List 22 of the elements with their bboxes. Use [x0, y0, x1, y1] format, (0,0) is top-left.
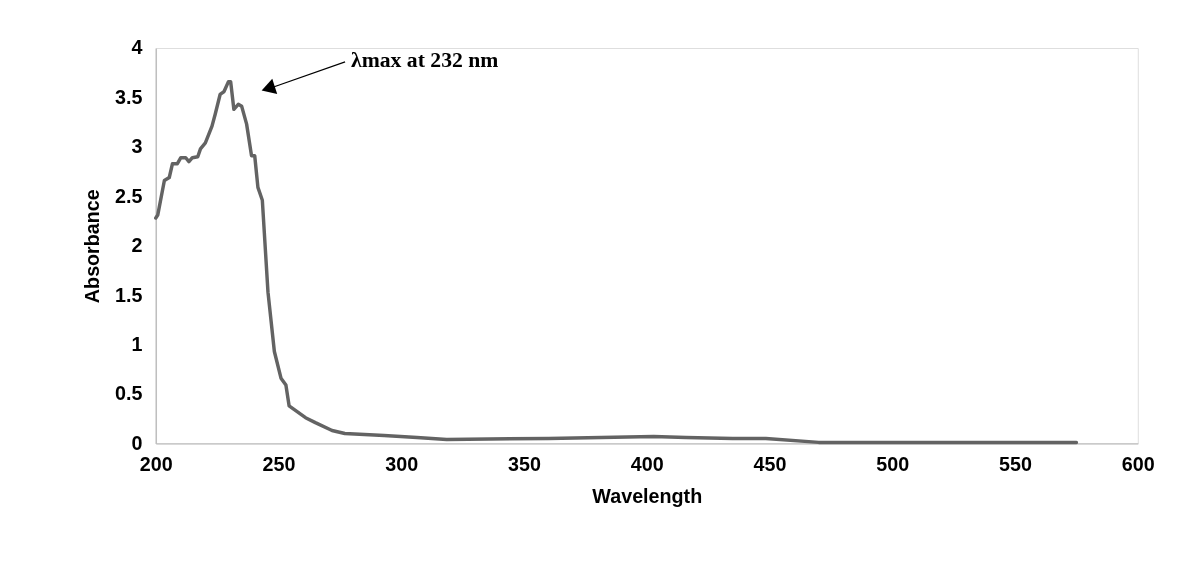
x-tick-label: 200	[139, 453, 173, 476]
x-tick-label: 500	[876, 453, 910, 476]
y-tick-label: 2.5	[115, 184, 143, 207]
line-series	[154, 79, 1079, 445]
y-axis-title: Absorbance	[81, 189, 104, 304]
y-tick-label: 3	[131, 135, 143, 158]
x-tick-label: 300	[385, 453, 419, 476]
y-tick-label: 3.5	[115, 85, 143, 108]
y-tick-label: 4	[131, 36, 143, 59]
y-tick-label: 2	[131, 234, 143, 257]
x-tick-label: 550	[999, 453, 1033, 476]
x-axis-title: Wavelength	[592, 485, 703, 508]
x-tick-label: 600	[1121, 453, 1155, 476]
x-tick-label: 450	[753, 453, 787, 476]
y-tick-label: 1.5	[115, 283, 143, 306]
x-tick-label: 400	[630, 453, 664, 476]
x-tick-label: 250	[262, 453, 296, 476]
annotation: λmax at 232 nm	[351, 47, 499, 72]
y-tick-label: 0	[131, 431, 143, 454]
x-tick-label: 350	[508, 453, 542, 476]
y-tick-label: 0.5	[115, 382, 143, 405]
y-tick-label: 1	[131, 332, 143, 355]
